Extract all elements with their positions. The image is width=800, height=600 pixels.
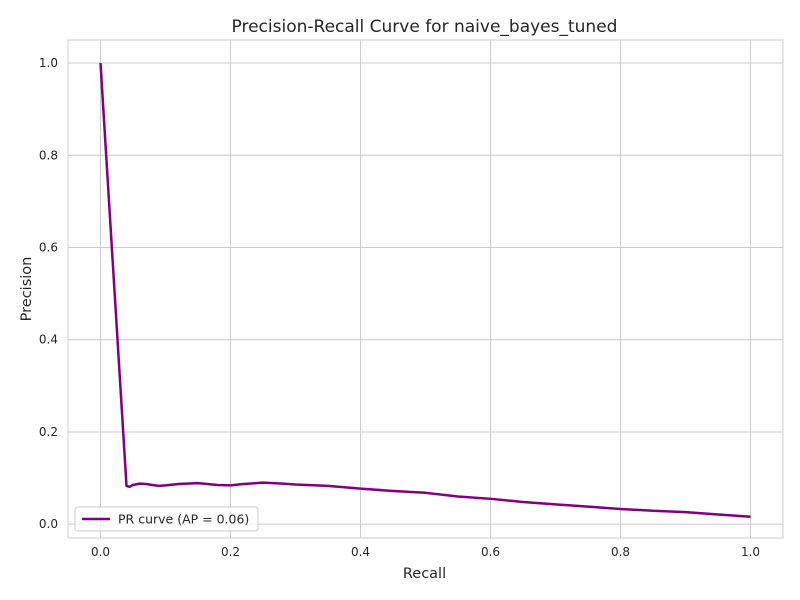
x-axis-label: Recall: [403, 566, 446, 582]
y-tick-label: 0.2: [39, 425, 58, 439]
x-tick-label: 0.8: [611, 545, 630, 559]
y-tick-label: 0.0: [39, 517, 58, 531]
x-tick-labels: 0.0 0.2 0.4 0.6 0.8 1.0: [91, 545, 760, 559]
x-tick-label: 1.0: [741, 545, 760, 559]
legend: PR curve (AP = 0.06): [74, 506, 259, 532]
y-tick-label: 0.8: [39, 148, 58, 162]
chart-title: Precision-Recall Curve for naive_bayes_t…: [232, 17, 618, 37]
y-tick-label: 1.0: [39, 56, 58, 70]
legend-box: [74, 506, 259, 532]
pr-curve-line: [99, 62, 751, 519]
x-tick-label: 0.2: [221, 545, 240, 559]
y-tick-label: 0.6: [39, 241, 58, 255]
grid-lines: [68, 40, 783, 538]
x-tick-label: 0.0: [91, 545, 110, 559]
y-axis-label: Precision: [19, 257, 35, 322]
plot-frame: [67, 39, 784, 539]
series-layer: [99, 62, 751, 519]
x-tick-label: 0.6: [481, 545, 500, 559]
legend-label-pr-curve: PR curve (AP = 0.06): [118, 512, 249, 527]
y-tick-labels: 0.0 0.2 0.4 0.6 0.8 1.0: [39, 56, 58, 531]
y-tick-label: 0.4: [39, 333, 58, 347]
x-tick-label: 0.4: [351, 545, 370, 559]
